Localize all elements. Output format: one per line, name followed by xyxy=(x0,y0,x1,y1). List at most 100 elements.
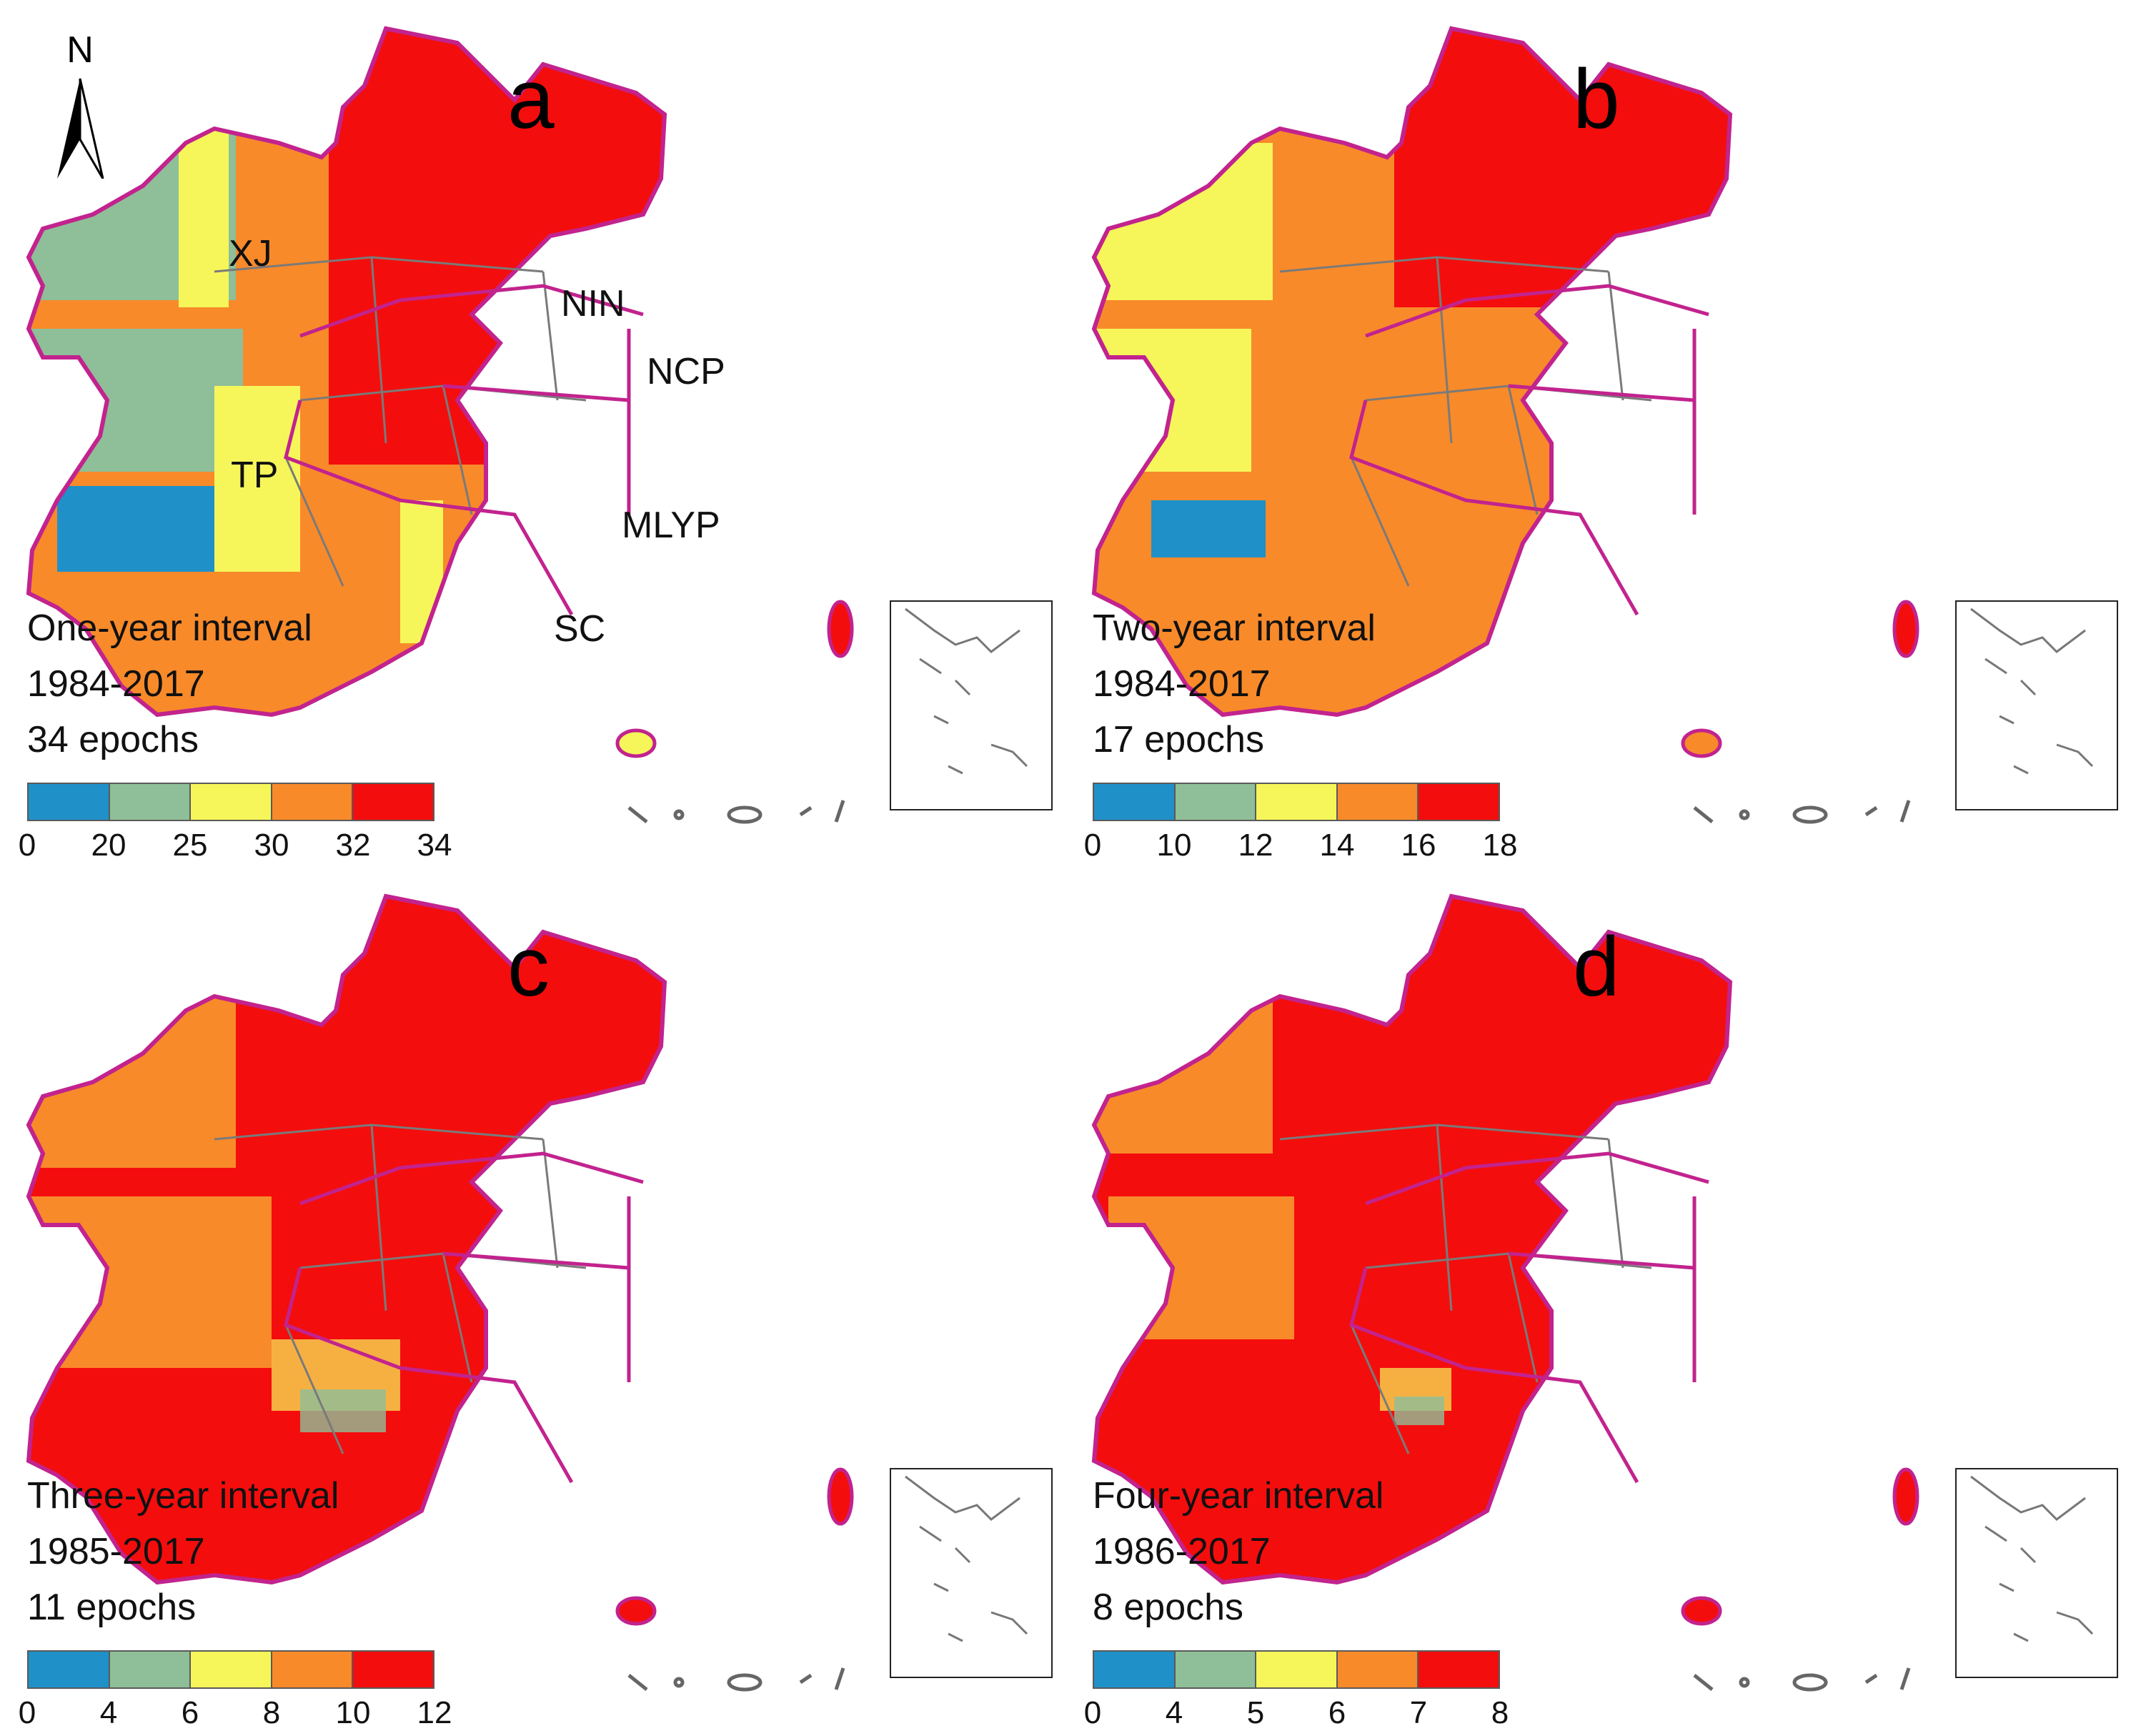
years-label: 1984-2017 xyxy=(27,663,205,705)
south-china-sea-inset xyxy=(890,600,1053,810)
region-label: MLYP xyxy=(622,505,720,546)
legend-bar xyxy=(1093,783,1500,821)
legend-ticks: 0 10 12 14 16 18 xyxy=(1084,828,1518,863)
tick-label: 25 xyxy=(172,828,208,863)
tick-label: 7 xyxy=(1409,1695,1428,1730)
legend-swatch xyxy=(1175,1652,1257,1687)
region-boundaries-d xyxy=(1349,1151,1709,1484)
map-d xyxy=(1091,893,1919,1692)
epochs-label: 17 epochs xyxy=(1093,719,1264,760)
tick-label: 0 xyxy=(18,1695,36,1730)
tick-label: 0 xyxy=(1083,828,1102,863)
hainan-a xyxy=(615,728,657,758)
legend-swatch xyxy=(1256,784,1338,820)
tick-label: 8 xyxy=(262,1695,281,1730)
region-boundaries-a xyxy=(284,284,644,616)
panel-letter: a xyxy=(507,52,555,147)
taiwan-b xyxy=(1892,600,1919,658)
legend-ticks: 0 4 6 8 10 12 xyxy=(19,1695,452,1731)
tick-label: 18 xyxy=(1482,828,1518,863)
inset-map xyxy=(1970,607,2094,775)
tick-label: 0 xyxy=(18,828,36,863)
north-arrow: N xyxy=(57,29,109,182)
south-sea-islands-b xyxy=(1693,800,1911,824)
interval-label: Two-year interval xyxy=(1093,607,1376,649)
info-block: One-year interval 1984-2017 34 epochs xyxy=(27,600,312,768)
interval-label: Three-year interval xyxy=(27,1475,339,1517)
tick-label: 12 xyxy=(417,1695,452,1730)
legend-swatch xyxy=(109,1652,192,1687)
tick-label: 20 xyxy=(91,828,126,863)
map-b xyxy=(1091,26,1919,824)
legend-swatch xyxy=(272,784,354,820)
legend-swatch xyxy=(1337,1652,1419,1687)
legend-swatch xyxy=(353,1652,433,1687)
legend-swatch xyxy=(1419,784,1499,820)
tick-label: 8 xyxy=(1491,1695,1509,1730)
legend-swatch xyxy=(1419,1652,1499,1687)
interval-label: Four-year interval xyxy=(1093,1475,1384,1517)
info-block: Three-year interval 1985-2017 11 epochs xyxy=(27,1468,339,1635)
interval-label: One-year interval xyxy=(27,607,312,649)
legend-swatch xyxy=(29,1652,110,1687)
epochs-label: 11 epochs xyxy=(27,1587,197,1628)
tick-label: 10 xyxy=(1156,828,1192,863)
tick-label: 12 xyxy=(1238,828,1273,863)
panel-letter: b xyxy=(1573,52,1620,147)
taiwan-c xyxy=(827,1467,854,1526)
years-label: 1984-2017 xyxy=(1093,663,1271,705)
panel-c: c Three-year interval 1985-2017 11 epoch… xyxy=(0,868,1066,1735)
legend-swatch xyxy=(29,784,110,820)
hainan-c xyxy=(615,1596,657,1626)
region-boundaries-c xyxy=(284,1151,644,1484)
legend-swatch xyxy=(1337,784,1419,820)
years-label: 1985-2017 xyxy=(27,1531,205,1572)
info-block: Four-year interval 1986-2017 8 epochs xyxy=(1093,1468,1384,1635)
panel-a: N a XJ NIN NCP TP MLYP SC One-year inter… xyxy=(0,0,1066,868)
south-china-sea-inset xyxy=(1955,600,2118,810)
inset-map xyxy=(1970,1475,2094,1642)
region-label: XJ xyxy=(229,233,272,274)
legend-ticks: 0 4 5 6 7 8 xyxy=(1084,1695,1509,1731)
epochs-label: 8 epochs xyxy=(1093,1587,1244,1628)
region-label: NCP xyxy=(647,351,725,392)
region-boundaries-b xyxy=(1349,284,1709,616)
tick-label: 4 xyxy=(99,1695,118,1730)
map-c xyxy=(26,893,854,1692)
tick-label: 32 xyxy=(335,828,371,863)
region-label: NIN xyxy=(561,283,625,324)
region-label: TP xyxy=(231,455,279,496)
china-outline-a xyxy=(26,26,667,718)
legend-swatch xyxy=(191,1652,272,1687)
north-arrow-icon xyxy=(57,78,104,179)
tick-label: 0 xyxy=(1083,1695,1102,1730)
tick-label: 6 xyxy=(1328,1695,1346,1730)
tick-label: 6 xyxy=(181,1695,199,1730)
info-block: Two-year interval 1984-2017 17 epochs xyxy=(1093,600,1376,768)
china-outline-c xyxy=(26,893,667,1585)
china-outline-d xyxy=(1091,893,1733,1585)
inset-map xyxy=(905,1475,1028,1642)
tick-label: 5 xyxy=(1246,1695,1265,1730)
tick-label: 4 xyxy=(1165,1695,1183,1730)
years-label: 1986-2017 xyxy=(1093,1531,1271,1572)
hainan-b xyxy=(1681,728,1722,758)
tick-label: 34 xyxy=(417,828,452,863)
hainan-d xyxy=(1681,1596,1722,1626)
north-label: N xyxy=(66,29,94,71)
legend-swatch xyxy=(1094,784,1176,820)
south-sea-islands-d xyxy=(1693,1667,1911,1692)
legend-swatch xyxy=(109,784,192,820)
tick-label: 30 xyxy=(254,828,289,863)
epochs-label: 34 epochs xyxy=(27,719,199,760)
legend-swatch xyxy=(1175,784,1257,820)
panel-d: d Four-year interval 1986-2017 8 epochs … xyxy=(1066,868,2131,1735)
legend-bar xyxy=(27,1650,434,1689)
region-label: SC xyxy=(554,608,606,650)
legend-ticks: 0 20 25 30 32 34 xyxy=(19,828,452,863)
china-outline-b xyxy=(1091,26,1733,718)
legend-swatch xyxy=(1094,1652,1176,1687)
legend-swatch xyxy=(191,784,272,820)
south-sea-islands-c xyxy=(627,1667,845,1692)
south-china-sea-inset xyxy=(890,1468,1053,1678)
